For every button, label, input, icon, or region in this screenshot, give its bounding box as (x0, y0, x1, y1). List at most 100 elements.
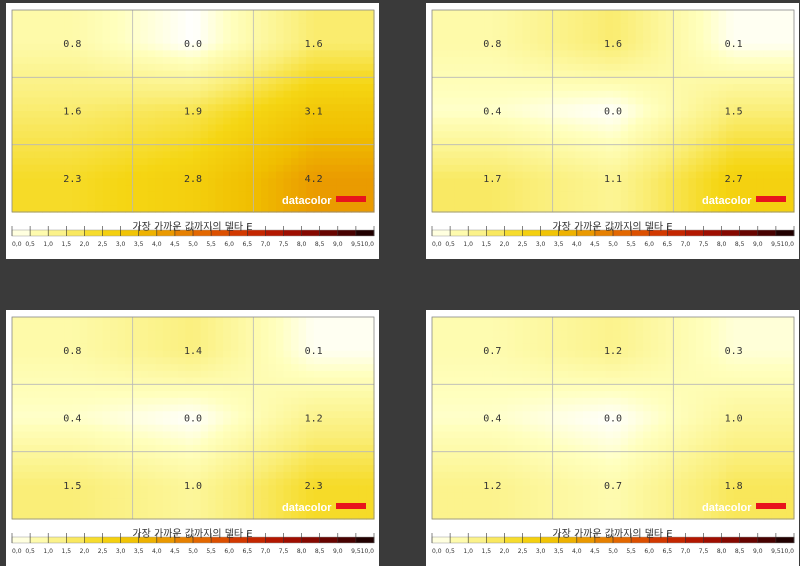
heat-pixel (19, 117, 28, 126)
heat-pixel (177, 158, 187, 166)
heat-pixel (27, 198, 36, 206)
heat-pixel (298, 498, 307, 507)
heat-pixel (469, 43, 478, 51)
heat-pixel (155, 370, 164, 379)
heat-pixel (57, 317, 66, 325)
heat-pixel (94, 404, 104, 412)
heat-pixel (200, 171, 209, 179)
heat-pixel (537, 185, 546, 193)
heat-pixel (748, 36, 757, 45)
heat-pixel (298, 512, 307, 520)
heat-pixel (238, 377, 247, 385)
heat-pixel (102, 36, 111, 45)
heat-pixel (575, 124, 584, 132)
heat-pixel (64, 137, 73, 146)
heat-pixel (680, 191, 690, 200)
heat-pixel (132, 43, 141, 51)
heat-pixel (680, 144, 690, 152)
heat-pixel (711, 124, 720, 132)
heat-pixel (582, 111, 591, 119)
heat-pixel (597, 97, 607, 105)
brand-bar (756, 196, 786, 202)
heat-pixel (351, 84, 360, 92)
heat-pixel (298, 357, 307, 365)
heat-pixel (117, 124, 126, 132)
heat-pixel (336, 164, 345, 173)
heat-pixel (484, 323, 493, 332)
heat-pixel (291, 63, 300, 72)
heat-pixel (643, 151, 652, 159)
heat-pixel (117, 111, 126, 119)
heat-pixel (763, 124, 772, 132)
heat-pixel (695, 97, 705, 105)
heat-pixel (733, 10, 742, 18)
heat-pixel (268, 397, 277, 406)
heat-pixel (756, 330, 765, 338)
heat-pixel (27, 330, 36, 338)
heat-pixel (620, 205, 629, 213)
heat-pixel (132, 151, 141, 159)
heat-pixel (306, 377, 315, 385)
heat-pixel (620, 16, 629, 25)
heat-pixel (140, 418, 149, 426)
heat-pixel (155, 492, 164, 500)
heat-pixel (462, 30, 471, 38)
heat-pixel (253, 492, 262, 500)
heat-pixel (741, 317, 750, 325)
heat-pixel (208, 124, 217, 132)
heat-pixel (19, 131, 28, 139)
heat-pixel (49, 10, 58, 18)
heat-pixel (177, 444, 187, 453)
heat-pixel (57, 330, 66, 338)
heat-pixel (94, 50, 104, 58)
heat-pixel (230, 418, 239, 426)
heat-pixel (507, 337, 516, 345)
heat-pixel (140, 117, 149, 126)
heat-pixel (125, 444, 134, 453)
heat-pixel (72, 77, 81, 85)
heat-pixel (87, 364, 96, 372)
heat-pixel (253, 10, 262, 18)
heat-pixel (582, 144, 591, 152)
heat-pixel (726, 198, 735, 206)
heat-pixel (64, 505, 73, 513)
heat-pixel (499, 70, 509, 78)
heat-pixel (366, 164, 375, 173)
heat-pixel (42, 478, 51, 486)
heat-pixel (336, 323, 345, 332)
heatmap-panel-top-right: 0.8 1.6 0.1 0.4 0.0 1.5 1.7 1.1 2.7 datacolor 0,0 0… (426, 3, 799, 259)
heat-pixel (741, 70, 750, 78)
heat-pixel (613, 350, 622, 358)
heat-pixel (530, 117, 539, 126)
heat-pixel (238, 337, 247, 345)
heat-pixel (628, 10, 637, 18)
heat-pixel (321, 97, 330, 105)
heat-pixel (253, 498, 262, 507)
heat-pixel (245, 364, 254, 372)
heat-pixel (34, 57, 43, 65)
heat-pixel (545, 158, 554, 166)
heat-pixel (711, 104, 720, 112)
heat-pixel (12, 117, 21, 126)
heat-pixel (628, 104, 637, 112)
heat-pixel (613, 370, 622, 379)
heat-pixel (102, 164, 111, 173)
heat-pixel (514, 57, 524, 65)
heat-pixel (72, 185, 81, 193)
heat-pixel (155, 191, 164, 200)
heat-pixel (49, 97, 58, 105)
heat-pixel (140, 317, 149, 325)
heat-pixel (298, 444, 307, 453)
heat-pixel (268, 30, 277, 38)
colorbar-tick-label: 2,0 (80, 548, 90, 555)
heat-pixel (238, 16, 247, 25)
heat-pixel (522, 23, 531, 31)
heat-pixel (230, 178, 239, 186)
brand-bar (336, 503, 366, 509)
heat-pixel (786, 70, 795, 78)
heat-pixel (238, 350, 247, 358)
heat-pixel (575, 117, 584, 126)
heat-pixel (328, 178, 337, 186)
heat-pixel (12, 391, 21, 399)
heat-pixel (42, 164, 51, 173)
